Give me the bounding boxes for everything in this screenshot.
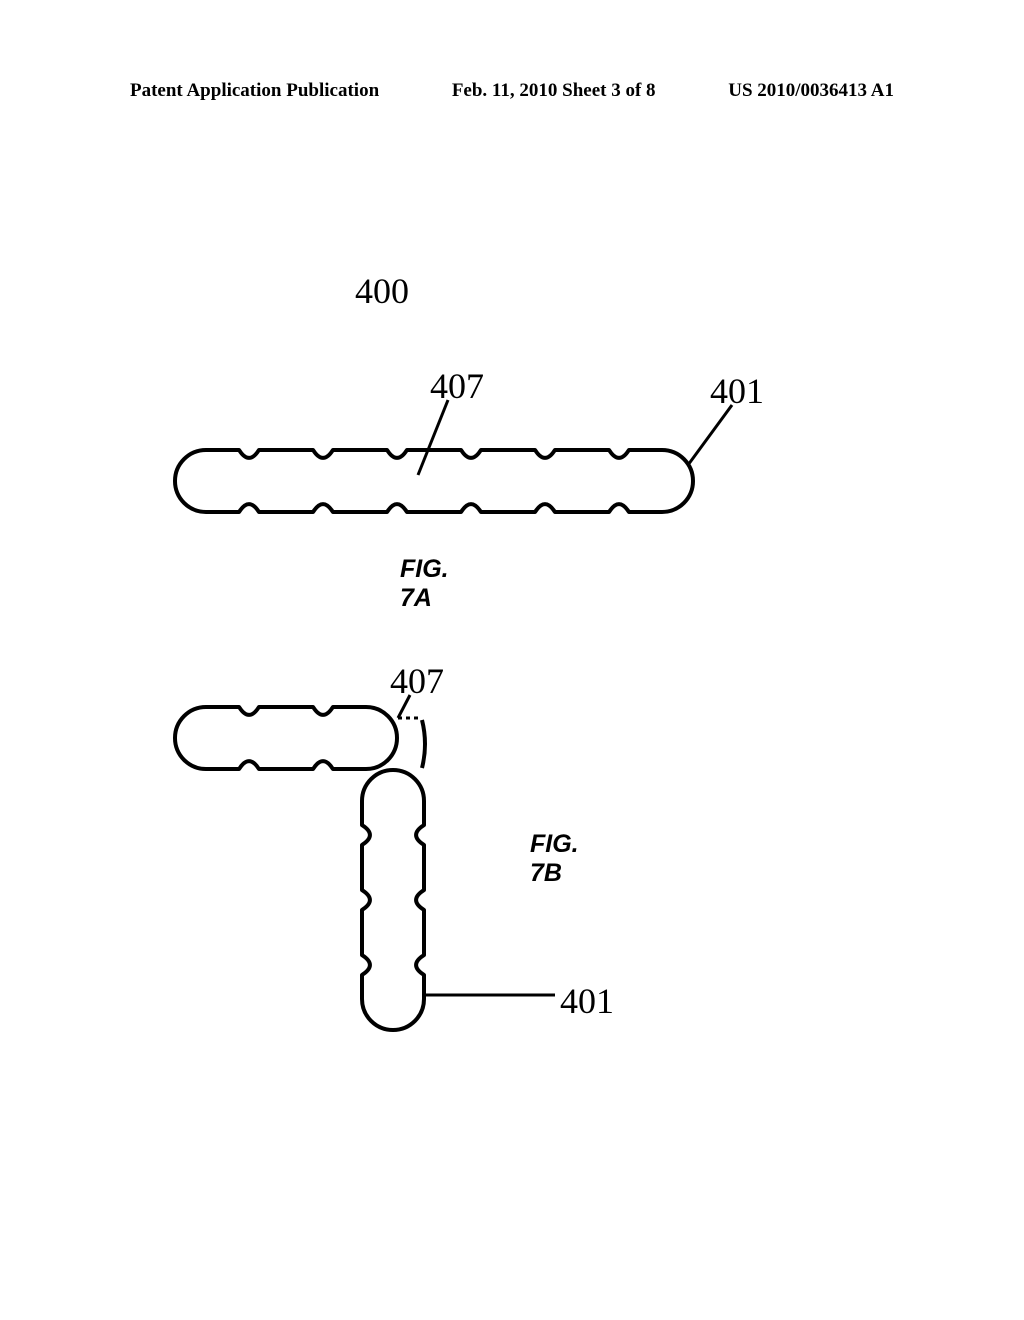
chain-7b-joint	[0, 0, 1024, 1320]
caption-7b: FIG. 7B	[530, 830, 579, 888]
